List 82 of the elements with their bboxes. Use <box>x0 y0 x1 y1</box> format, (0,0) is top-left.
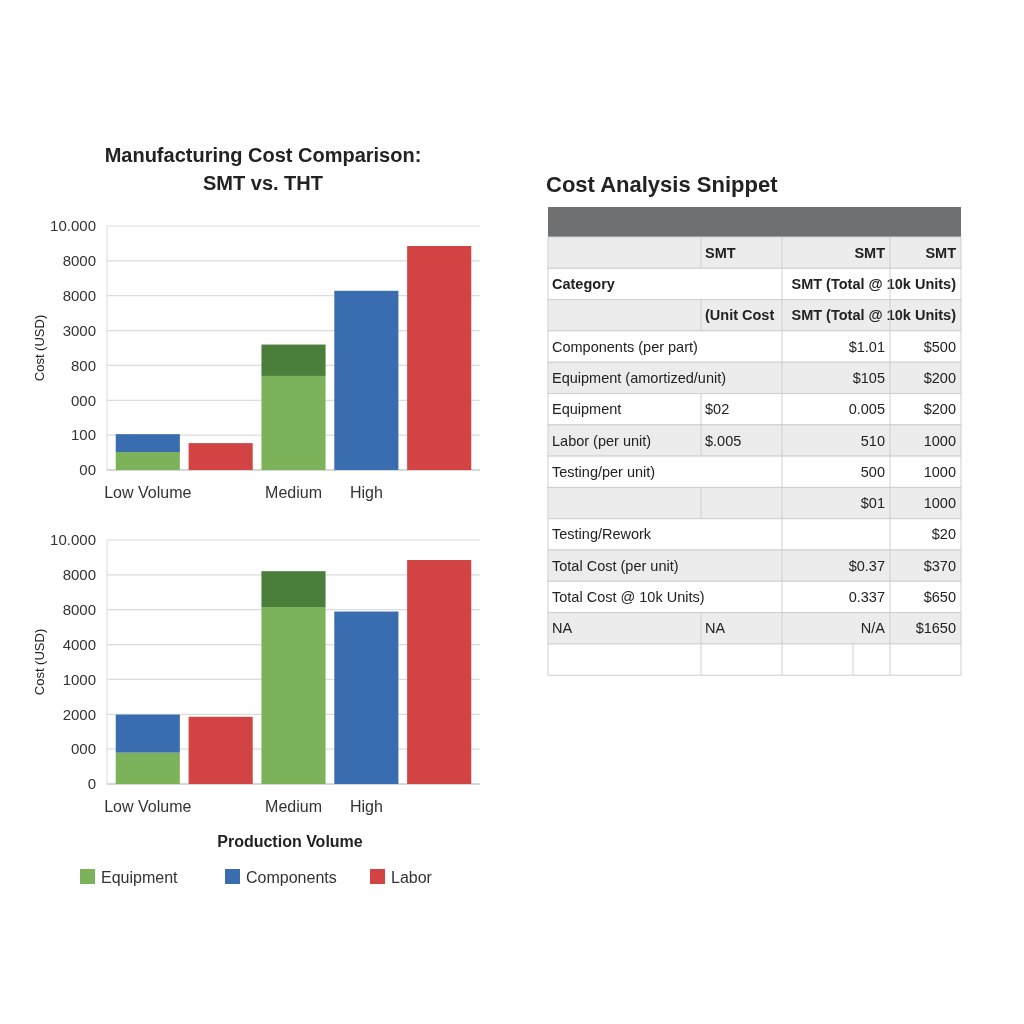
x-tick-label: Medium <box>265 484 322 501</box>
text: Total Cost @ 10k Units) <box>552 589 705 606</box>
bar <box>115 434 180 453</box>
text: $20 <box>931 526 956 543</box>
text: Cost Analysis Snippet <box>546 172 779 197</box>
text: 100 <box>70 426 96 444</box>
text: $0.37 <box>848 557 885 574</box>
text: Testing/per unit) <box>552 463 656 480</box>
text: 000 <box>70 740 96 758</box>
text: N/A <box>860 620 885 637</box>
text: NA <box>705 620 726 637</box>
bar <box>261 344 326 376</box>
text: Total Cost (per unit) <box>552 557 679 574</box>
text: 8000 <box>62 252 96 270</box>
text: Category <box>552 276 615 293</box>
text: Labor (per unit) <box>552 432 652 449</box>
text: SMT <box>705 244 736 261</box>
text: 0.005 <box>848 401 885 418</box>
y-axis-title: Cost (USD) <box>32 628 47 696</box>
text: $370 <box>923 557 956 574</box>
x-axis-title: Production Volume <box>217 833 363 850</box>
bar <box>261 607 326 784</box>
bar <box>261 571 326 608</box>
text: Testing/Rework <box>552 526 652 543</box>
bar <box>115 752 180 784</box>
text: $.005 <box>705 432 742 449</box>
x-tick-label: High <box>349 798 383 815</box>
text: 4000 <box>62 635 96 653</box>
x-tick-label: Low Volume <box>104 798 192 815</box>
text: (Unit Cost <box>705 307 775 324</box>
text: SMT <box>925 244 956 261</box>
text: $650 <box>923 589 956 606</box>
x-tick-label: High <box>349 484 383 501</box>
legend-label: Equipment <box>101 868 179 886</box>
x-tick-label: Low Volume <box>104 484 192 501</box>
chart-title: Manufacturing Cost Comparison: SMT vs. THT <box>104 144 422 194</box>
text: 2000 <box>62 705 96 723</box>
text: 00 <box>79 461 96 479</box>
legend-label: Labor <box>391 868 433 886</box>
text: 000 <box>70 391 96 409</box>
bar <box>188 443 253 470</box>
text: Equipment (amortized/unit) <box>552 369 727 386</box>
text: 1000 <box>923 463 956 480</box>
text: SMT (Total @ 10k Units) <box>791 307 956 324</box>
text: $200 <box>923 369 956 386</box>
x-tick-label: Medium <box>265 798 322 815</box>
text: 0.337 <box>848 589 885 606</box>
text: 500 <box>860 463 885 480</box>
text: 10.000 <box>50 217 96 235</box>
bar <box>334 290 399 470</box>
text: $02 <box>705 401 730 418</box>
text: NA <box>552 620 573 637</box>
text: $01 <box>860 495 885 512</box>
text: 1000 <box>62 670 96 688</box>
bar <box>115 452 180 470</box>
text: 1000 <box>923 432 956 449</box>
text: $500 <box>923 338 956 355</box>
text: SMT (Total @ 10k Units) <box>791 276 956 293</box>
text: Equipment <box>552 401 622 418</box>
text: $105 <box>852 369 885 386</box>
text: 3000 <box>62 321 96 339</box>
text: 10.000 <box>50 531 96 549</box>
y-axis-title: Cost (USD) <box>32 314 47 382</box>
text: SMT <box>854 244 885 261</box>
text: $1.01 <box>848 338 885 355</box>
text: 800 <box>70 356 96 374</box>
legend-label: Components <box>246 868 337 886</box>
bar <box>261 375 326 470</box>
bar <box>334 611 399 784</box>
bar <box>188 716 253 784</box>
bar <box>407 246 472 470</box>
text: 1000 <box>923 495 956 512</box>
text: 8000 <box>62 600 96 618</box>
bar <box>115 714 180 753</box>
text: 0 <box>87 775 96 793</box>
text: $200 <box>923 401 956 418</box>
text: 8000 <box>62 566 96 584</box>
text: 8000 <box>62 286 96 304</box>
text: $1650 <box>915 620 956 637</box>
text: 510 <box>860 432 885 449</box>
text: Components (per part) <box>552 338 698 355</box>
bar <box>407 560 472 784</box>
